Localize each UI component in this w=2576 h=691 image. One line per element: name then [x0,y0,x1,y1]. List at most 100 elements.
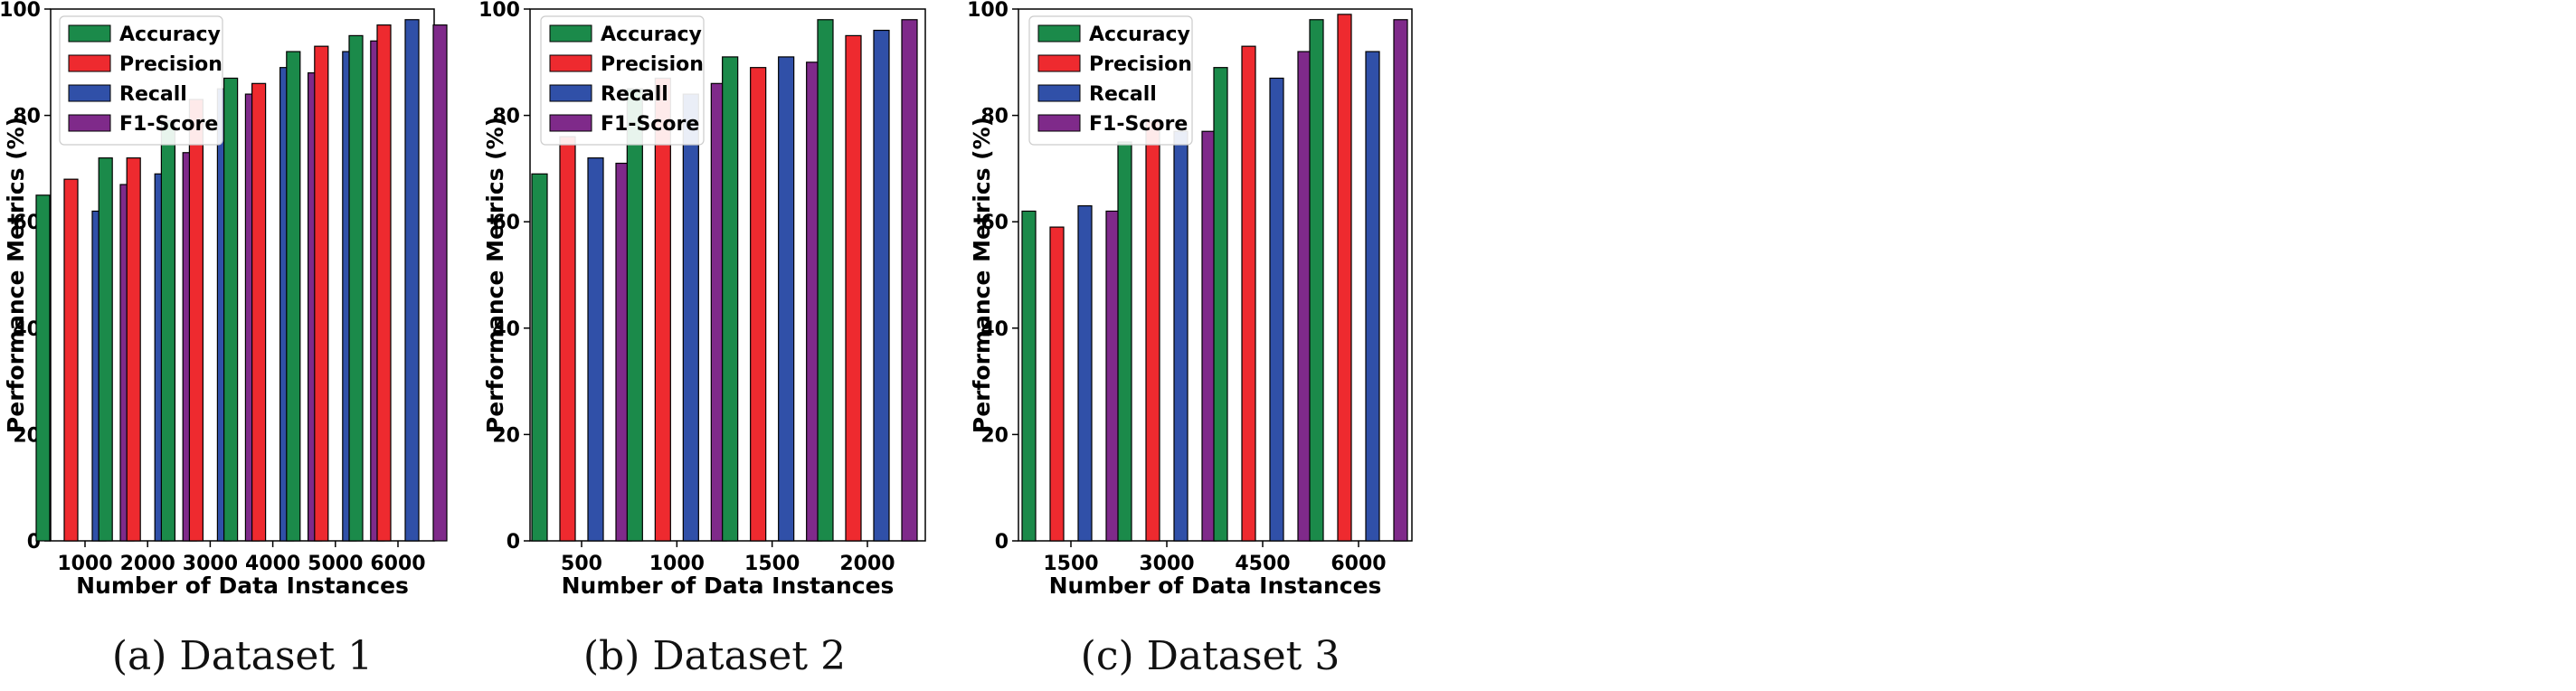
x-tick-label: 2000 [839,553,895,575]
legend-label-f1-score: F1-Score [119,113,218,136]
bar-precision-6000 [376,24,392,542]
x-tick-label: 1000 [57,553,112,575]
y-tick-label: 20 [980,424,1009,447]
legend-label-recall: Recall [1089,83,1157,106]
bar-recall-500 [587,157,604,542]
bar-precision-4500 [1241,45,1256,542]
x-tick-label: 4000 [245,553,300,575]
legend-label-recall: Recall [601,83,668,106]
legend-label-accuracy: Accuracy [1089,24,1190,46]
legend-swatch-f1-score [1037,114,1081,132]
y-tick-label: 60 [492,212,520,234]
legend-swatch-precision [68,54,111,72]
x-tick-label: 5000 [308,553,363,575]
bar-f1-score-6000 [1393,19,1408,542]
x-axis-label: Number of Data Instances [1049,573,1382,599]
bar-precision-1000 [654,77,671,542]
legend-swatch-f1-score [549,114,592,132]
bar-precision-2000 [126,157,141,542]
y-tick-label: 80 [13,106,41,128]
panel-caption: (a) Dataset 1 [112,633,373,679]
bar-recall-3000 [1173,130,1189,542]
x-tick-label: 500 [561,553,602,575]
y-tick-label: 20 [492,424,520,447]
bar-recall-6000 [404,19,420,542]
bar-accuracy-2000 [817,19,834,542]
legend-swatch-accuracy [549,24,592,43]
x-axis-label: Number of Data Instances [562,573,895,599]
bar-precision-5000 [314,45,329,542]
y-tick-label: 40 [980,318,1009,341]
bar-recall-6000 [1365,51,1380,542]
legend-label-recall: Recall [119,83,187,106]
y-tick-label: 0 [507,531,520,554]
bar-accuracy-4000 [223,77,239,542]
y-axis-label: Performance Metrics (%) [3,117,29,433]
bar-accuracy-6000 [1309,19,1324,542]
bar-accuracy-1000 [35,194,51,542]
legend-label-precision: Precision [119,53,223,76]
x-tick-label: 3000 [1139,553,1194,575]
x-tick-label: 1500 [744,553,800,575]
bar-recall-1000 [682,93,699,542]
legend-box [1028,15,1193,146]
legend-box [540,15,705,146]
x-tick-label: 1000 [649,553,705,575]
panel-caption: (b) Dataset 2 [583,633,846,679]
panel-caption: (c) Dataset 3 [1081,633,1340,679]
bar-precision-1500 [750,67,767,542]
bar-f1-score-6000 [432,24,448,542]
legend-swatch-accuracy [68,24,111,43]
legend-label-f1-score: F1-Score [601,113,699,136]
x-tick-label: 6000 [370,553,425,575]
x-axis-label: Number of Data Instances [76,573,409,599]
legend-swatch-precision [549,54,592,72]
bar-accuracy-3000 [160,119,175,542]
bar-accuracy-5000 [286,51,301,542]
y-axis-label: Performance Metrics (%) [969,117,995,433]
bar-recall-4500 [1269,77,1284,542]
y-tick-label: 0 [995,531,1009,554]
legend-box [59,15,223,146]
bar-accuracy-1500 [1021,210,1037,542]
bar-recall-2000 [873,29,890,542]
y-axis-label: Performance Metrics (%) [482,117,508,433]
legend-swatch-recall [1037,84,1081,102]
bar-accuracy-2000 [98,157,113,542]
bar-recall-1500 [1077,204,1093,542]
bar-precision-1500 [1049,226,1065,542]
y-tick-label: 80 [980,106,1009,128]
legend-swatch-accuracy [1037,24,1081,43]
x-tick-label: 3000 [183,553,238,575]
bar-precision-3000 [1145,119,1160,542]
legend-label-accuracy: Accuracy [601,24,702,46]
x-tick-label: 1500 [1043,553,1098,575]
legend-swatch-precision [1037,54,1081,72]
bar-accuracy-500 [531,173,548,542]
bar-precision-500 [559,136,576,542]
legend-swatch-recall [68,84,111,102]
y-tick-label: 60 [980,212,1009,234]
bar-precision-3000 [188,99,204,542]
legend-label-precision: Precision [1089,53,1192,76]
bar-accuracy-3000 [1117,141,1132,542]
y-tick-label: 40 [492,318,520,341]
bar-f1-score-2000 [901,19,918,542]
x-tick-label: 4500 [1235,553,1290,575]
legend-swatch-recall [549,84,592,102]
bar-precision-4000 [251,82,267,542]
legend-label-precision: Precision [601,53,704,76]
bar-accuracy-1000 [626,88,643,542]
bar-recall-1500 [778,56,795,542]
y-tick-label: 80 [492,106,520,128]
bar-precision-1000 [63,178,79,542]
y-tick-label: 100 [967,0,1009,22]
bar-precision-2000 [845,34,862,542]
y-tick-label: 100 [478,0,520,22]
legend-label-f1-score: F1-Score [1089,113,1188,136]
